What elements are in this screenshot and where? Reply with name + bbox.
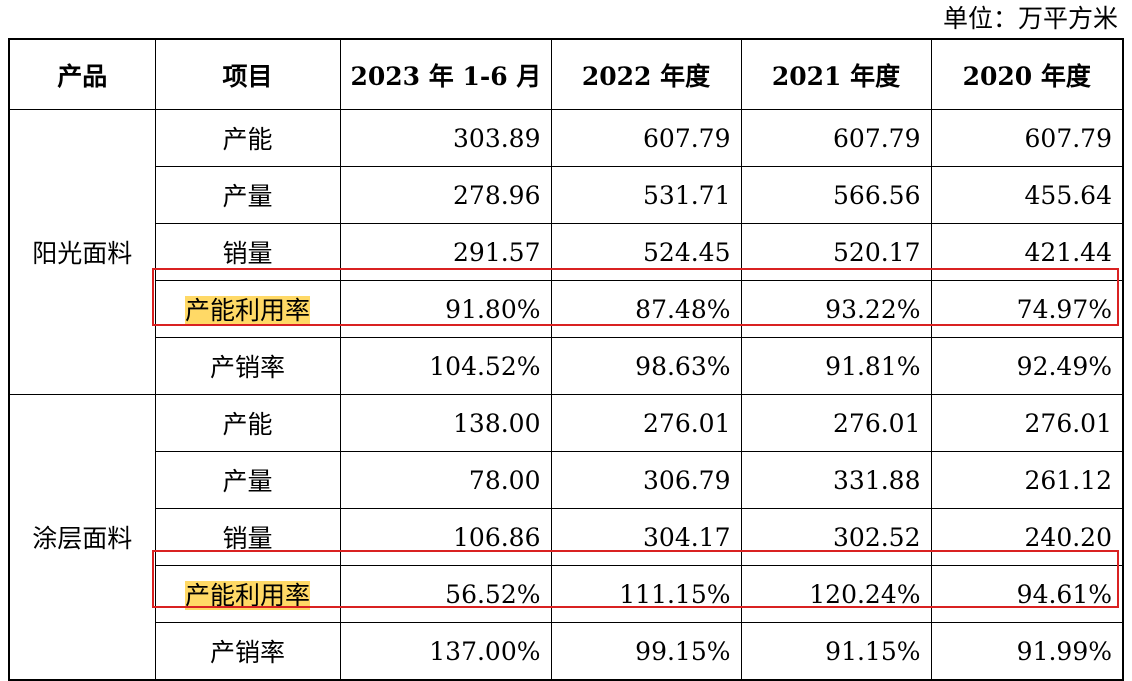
table-row-highlighted: 产能利用率 91.80% 87.48% 93.22% 74.97% (9, 280, 1124, 338)
value-cell: 93.22% (740, 280, 932, 338)
item-cell: 产能利用率 (154, 565, 341, 623)
capacity-table: 产品 项目 2023 年 1-6 月 2022 年度 2021 年度 2020 … (8, 38, 1124, 681)
header-item: 项目 (154, 38, 341, 110)
value-cell: 531.71 (550, 166, 742, 224)
table-row: 涂层面料 产能 138.00 276.01 276.01 276.01 (8, 394, 1124, 681)
value-cell: 278.96 (339, 166, 552, 224)
value-cell: 138.00 (339, 394, 552, 452)
item-cell: 产量 (154, 451, 341, 509)
product-cell: 涂层面料 (8, 394, 156, 681)
highlighted-item-label: 产能利用率 (184, 581, 310, 610)
value-cell: 304.17 (550, 508, 742, 566)
value-cell: 455.64 (930, 166, 1124, 224)
item-cell: 产能利用率 (154, 280, 341, 338)
unit-label: 单位：万平方米 (942, 4, 1118, 33)
item-cell: 产量 (154, 166, 341, 224)
value-cell: 306.79 (550, 451, 742, 509)
value-cell: 302.52 (740, 508, 932, 566)
value-cell: 607.79 (740, 109, 932, 167)
item-cell: 销量 (154, 223, 341, 281)
header-2023h1: 2023 年 1-6 月 (339, 38, 552, 110)
item-cell: 产销率 (154, 337, 341, 395)
value-cell: 91.81% (740, 337, 932, 395)
table-row-highlighted: 产能利用率 56.52% 111.15% 120.24% 94.61% (9, 565, 1124, 623)
table-row: 产销率 104.52% 98.63% 91.81% 92.49% (9, 337, 1124, 395)
value-cell: 607.79 (550, 109, 742, 167)
header-2020: 2020 年度 (930, 38, 1124, 110)
value-cell: 520.17 (740, 223, 932, 281)
header-product: 产品 (8, 38, 156, 110)
value-cell: 104.52% (339, 337, 552, 395)
value-cell: 91.80% (339, 280, 552, 338)
table-row: 产销率 137.00% 99.15% 91.15% 91.99% (9, 622, 1124, 681)
value-cell: 106.86 (339, 508, 552, 566)
header-row: 产品 项目 2023 年 1-6 月 2022 年度 2021 年度 2020 … (8, 38, 1124, 110)
value-cell: 261.12 (930, 451, 1124, 509)
value-cell: 120.24% (740, 565, 932, 623)
value-cell: 303.89 (339, 109, 552, 167)
table-row: 销量 291.57 524.45 520.17 421.44 (9, 223, 1124, 281)
value-cell: 276.01 (930, 394, 1124, 452)
value-cell: 78.00 (339, 451, 552, 509)
value-cell: 276.01 (740, 394, 932, 452)
header-2022: 2022 年度 (550, 38, 742, 110)
value-cell: 291.57 (339, 223, 552, 281)
table-row: 产量 78.00 306.79 331.88 261.12 (9, 451, 1124, 509)
header-2021: 2021 年度 (740, 38, 932, 110)
value-cell: 98.63% (550, 337, 742, 395)
highlighted-item-label: 产能利用率 (184, 296, 310, 325)
value-cell: 276.01 (550, 394, 742, 452)
value-cell: 94.61% (930, 565, 1124, 623)
item-cell: 产能 (154, 109, 341, 167)
value-cell: 240.20 (930, 508, 1124, 566)
value-cell: 87.48% (550, 280, 742, 338)
value-cell: 607.79 (930, 109, 1124, 167)
value-cell: 331.88 (740, 451, 932, 509)
value-cell: 56.52% (339, 565, 552, 623)
item-cell: 销量 (154, 508, 341, 566)
value-cell: 91.99% (930, 622, 1124, 681)
product-cell: 阳光面料 (8, 109, 156, 395)
table-row: 销量 106.86 304.17 302.52 240.20 (9, 508, 1124, 566)
item-cell: 产销率 (154, 622, 341, 681)
value-cell: 566.56 (740, 166, 932, 224)
value-cell: 524.45 (550, 223, 742, 281)
value-cell: 74.97% (930, 280, 1124, 338)
value-cell: 99.15% (550, 622, 742, 681)
value-cell: 92.49% (930, 337, 1124, 395)
value-cell: 91.15% (740, 622, 932, 681)
value-cell: 137.00% (339, 622, 552, 681)
table-row: 产量 278.96 531.71 566.56 455.64 (9, 166, 1124, 224)
value-cell: 111.15% (550, 565, 742, 623)
table-row: 阳光面料 产能 303.89 607.79 607.79 607.79 (8, 109, 1124, 395)
item-cell: 产能 (154, 394, 341, 452)
value-cell: 421.44 (930, 223, 1124, 281)
